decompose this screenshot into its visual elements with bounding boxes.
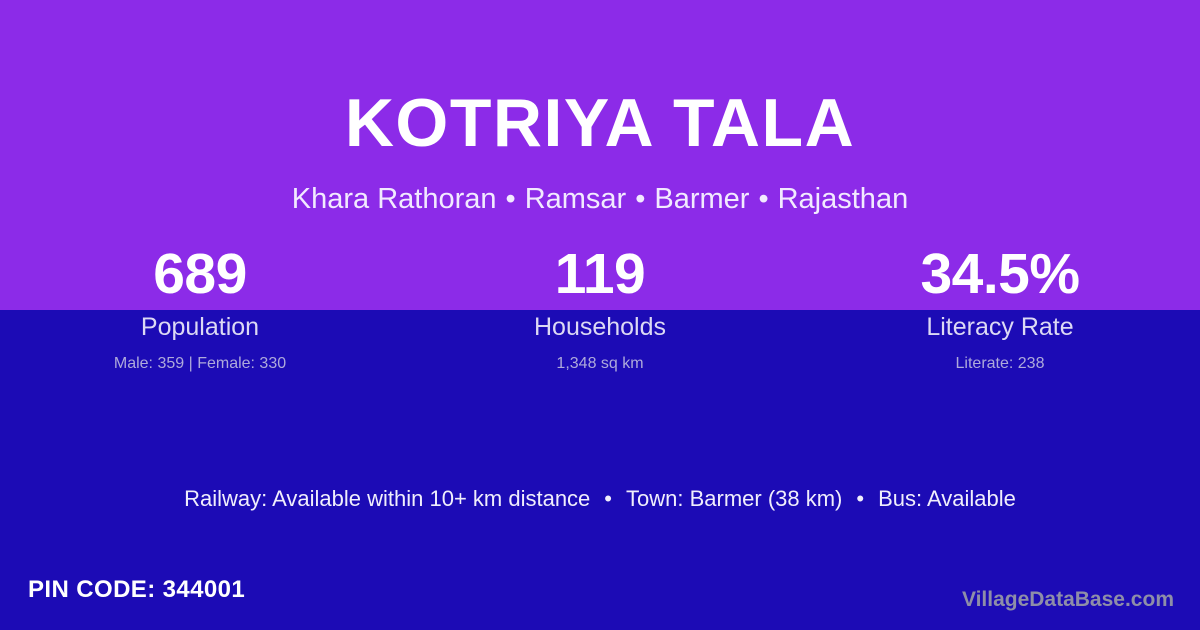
amenity-railway: Railway: Available within 10+ km distanc… (184, 486, 591, 511)
breadcrumb: Khara Rathoran • Ramsar • Barmer • Rajasthan (0, 182, 1200, 217)
breadcrumb-separator-icon: • (635, 183, 646, 215)
stat-sublabel: Literate: 238 (955, 355, 1045, 372)
body-background-band (0, 310, 1200, 630)
amenity-bus: Bus: Available (878, 486, 1016, 511)
stat-label: Literacy Rate (926, 313, 1074, 341)
stat-sublabel: Male: 359 | Female: 330 (113, 355, 287, 372)
breadcrumb-separator-icon: • (758, 183, 769, 215)
amenity-town: Town: Barmer (38 km) (626, 486, 843, 511)
site-watermark: VillageDataBase.com (961, 588, 1174, 611)
amenities-summary: Railway: Available within 10+ km distanc… (0, 484, 1200, 514)
stat-population: 689 Population Male: 359 | Female: 330 (0, 240, 400, 375)
amenity-separator-icon: • (604, 486, 612, 511)
stat-value: 119 (554, 242, 646, 306)
header-background-band (0, 0, 1200, 310)
page-title: KOTRIYA TALA (344, 85, 856, 161)
statistics-row: 689 Population Male: 359 | Female: 330 1… (0, 240, 1200, 375)
breadcrumb-district: Barmer (654, 183, 750, 215)
stat-sublabel: 1,348 sq km (556, 355, 644, 372)
amenity-separator-icon: • (856, 486, 865, 511)
stat-label: Households (533, 313, 667, 341)
breadcrumb-separator-icon: • (505, 183, 516, 215)
pin-code: PIN CODE: 344001 (28, 576, 246, 603)
breadcrumb-block: Ramsar (524, 183, 627, 215)
stat-households: 119 Households 1,348 sq km (400, 240, 800, 375)
stat-value: 689 (153, 242, 247, 306)
stat-label: Population (140, 313, 260, 341)
stat-literacy-rate: 34.5% Literacy Rate Literate: 238 (800, 240, 1200, 375)
breadcrumb-panchayat: Khara Rathoran (291, 183, 497, 215)
breadcrumb-state: Rajasthan (777, 183, 909, 215)
stat-value: 34.5% (920, 242, 1080, 306)
